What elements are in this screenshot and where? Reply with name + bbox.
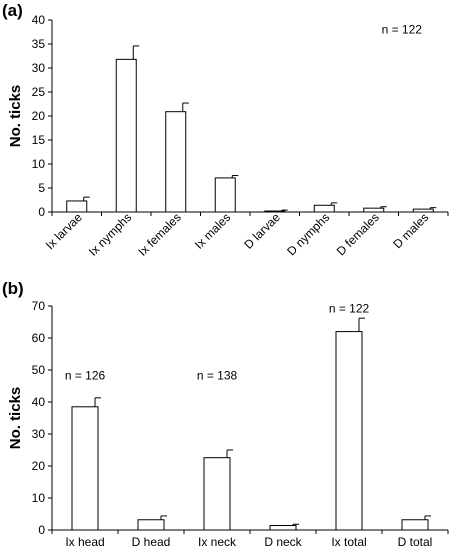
- bar-d-males: [412, 208, 434, 213]
- y-tick-label: 25: [32, 85, 46, 99]
- x-category-label: D neck: [264, 535, 302, 549]
- sample-size-annotation: n = 126: [65, 369, 106, 383]
- panel-label: (b): [2, 279, 24, 298]
- x-category-label: Ix total: [331, 535, 366, 549]
- x-category-label: D males: [390, 210, 431, 251]
- panel-label: (a): [2, 1, 23, 20]
- y-tick-label: 40: [32, 395, 46, 409]
- chart-panel-b: (b) No. ticks 0 10 20 30 40 50 60 70 Ix head D head…: [2, 279, 449, 549]
- bar-ix-head: [71, 406, 99, 531]
- x-category-label: Ix females: [135, 210, 184, 259]
- bar-ix-males: [214, 177, 236, 213]
- y-tick-label: 35: [32, 37, 46, 51]
- x-category-label: Ix neck: [198, 535, 237, 549]
- y-tick-label: 5: [38, 181, 45, 195]
- y-tick-label: 20: [32, 109, 46, 123]
- x-category-label: Ix nymphs: [86, 210, 135, 259]
- bar-ix-nymphs: [115, 58, 137, 213]
- x-category-label: D total: [398, 535, 433, 549]
- y-axis-label: No. ticks: [7, 85, 24, 148]
- y-tick-label: 15: [32, 133, 46, 147]
- y-tick-label: 0: [38, 523, 45, 537]
- bar-ix-total: [335, 331, 363, 531]
- bar-d-total: [401, 519, 429, 531]
- bar-d-larvae: [264, 210, 286, 213]
- sample-size-annotation: n = 138: [197, 369, 238, 383]
- y-tick-label: 50: [32, 363, 46, 377]
- sample-size-annotation: n = 122: [382, 22, 423, 36]
- y-tick-label: 0: [38, 205, 45, 219]
- y-axis-label: No. ticks: [7, 387, 24, 450]
- x-category-label: D females: [334, 210, 382, 258]
- bar-ix-females: [165, 111, 187, 213]
- y-tick-label: 40: [32, 13, 46, 27]
- y-tick-label: 70: [32, 299, 46, 313]
- y-tick-label: 60: [32, 331, 46, 345]
- x-category-label: Ix larvae: [43, 210, 85, 252]
- x-category-label: Ix head: [65, 535, 104, 549]
- bar-d-head: [137, 519, 165, 531]
- sample-size-annotation: n = 122: [329, 301, 370, 315]
- x-category-label: D nymphs: [284, 210, 332, 258]
- y-tick-label: 30: [32, 427, 46, 441]
- x-category-label: D larvae: [241, 210, 283, 252]
- bar-d-neck: [269, 525, 297, 531]
- bar-d-females: [363, 207, 385, 213]
- y-tick-label: 10: [32, 491, 46, 505]
- y-tick-label: 20: [32, 459, 46, 473]
- y-tick-label: 30: [32, 61, 46, 75]
- bar-ix-larvae: [66, 200, 88, 213]
- x-category-label: Ix males: [192, 210, 233, 251]
- bar-ix-neck: [203, 457, 231, 531]
- y-tick-label: 10: [32, 157, 46, 171]
- x-category-label: D head: [132, 535, 171, 549]
- bar-d-nymphs: [313, 204, 335, 213]
